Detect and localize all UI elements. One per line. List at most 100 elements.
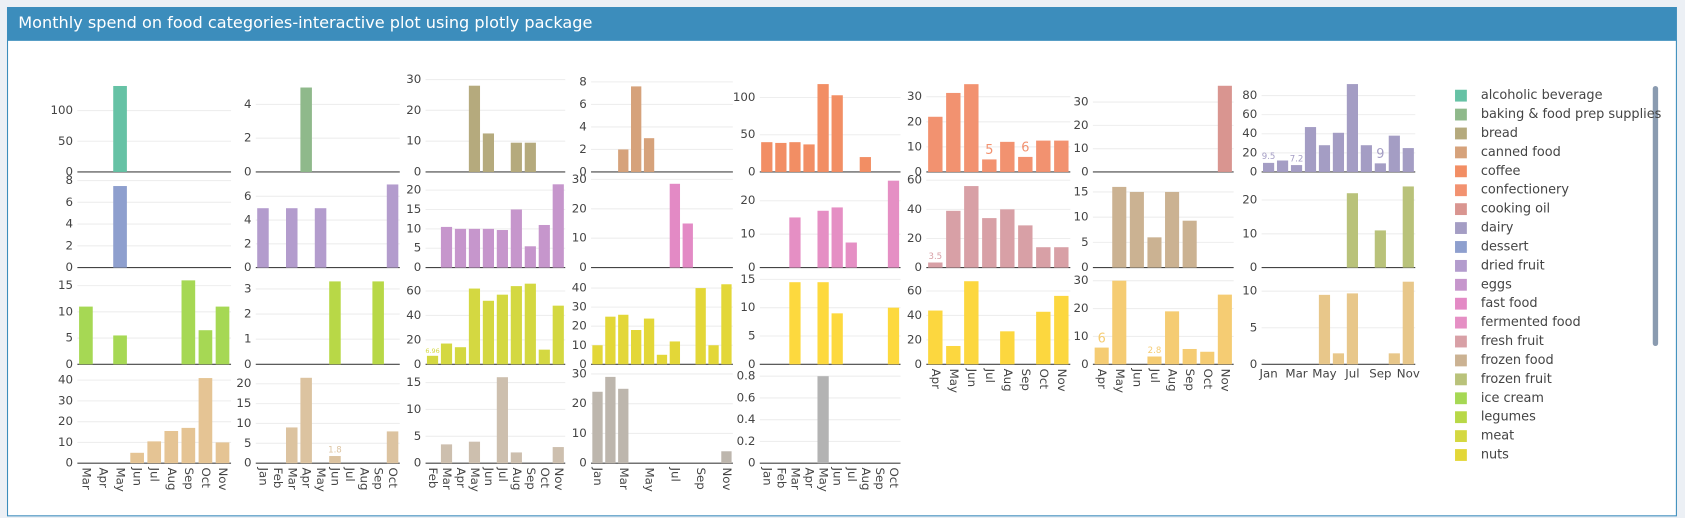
bar <box>510 286 522 365</box>
bar <box>721 284 732 365</box>
bar <box>552 447 564 464</box>
bar <box>1346 84 1358 172</box>
x-tick-label: Aug <box>165 467 179 490</box>
bar <box>440 226 453 268</box>
legend-swatch[interactable] <box>1455 108 1467 121</box>
legend-swatch[interactable] <box>1455 449 1467 461</box>
bar <box>1094 347 1109 365</box>
legend-swatch[interactable] <box>1455 278 1467 291</box>
y-tick-label: 20 <box>406 183 421 197</box>
y-tick-label: 10 <box>1074 210 1089 224</box>
y-tick-label: 50 <box>740 127 755 141</box>
legend-swatch[interactable] <box>1455 241 1467 253</box>
bar <box>1036 140 1051 172</box>
legend-swatch[interactable] <box>1455 89 1467 102</box>
x-tick-label: Oct <box>199 467 213 488</box>
x-tick-label: Jun <box>965 368 979 387</box>
x-tick-label: Jul <box>1344 366 1359 380</box>
value-label: 6.96 <box>425 347 439 355</box>
y-tick-label: 0 <box>66 164 74 178</box>
legend-scrollbar[interactable] <box>1652 85 1659 347</box>
value-label: 5 <box>985 143 993 158</box>
legend-swatch[interactable] <box>1455 259 1467 272</box>
y-tick-label: 10 <box>406 221 421 235</box>
bar <box>1165 311 1180 365</box>
y-tick-label: 20 <box>572 319 587 333</box>
y-tick-label: 10 <box>740 300 755 314</box>
legend-swatch[interactable] <box>1455 184 1467 197</box>
y-tick-label: 0.8 <box>737 369 756 383</box>
y-tick-label: 10 <box>1074 141 1089 155</box>
legend-swatch[interactable] <box>1455 222 1467 234</box>
legend-swatch[interactable] <box>1455 165 1467 178</box>
bar <box>817 376 829 464</box>
x-tick-label: Jul <box>668 466 682 481</box>
bar <box>695 288 706 365</box>
bar <box>1054 295 1069 365</box>
y-tick-label: 40 <box>406 308 421 322</box>
legend-swatch[interactable] <box>1455 373 1467 386</box>
bar <box>482 228 495 268</box>
legend-swatch[interactable] <box>1455 354 1467 367</box>
y-tick-label: 20 <box>740 193 755 207</box>
x-tick-label: Apr <box>300 467 314 488</box>
legend-swatch[interactable] <box>1455 392 1467 405</box>
x-tick-label: Nov <box>552 467 566 490</box>
y-tick-label: 0 <box>579 164 587 178</box>
y-tick-label: 0 <box>414 164 422 178</box>
y-tick-label: 6 <box>579 97 587 111</box>
y-tick-label: 20 <box>406 103 421 117</box>
legend-swatch[interactable] <box>1455 127 1467 140</box>
legend-swatch[interactable] <box>1455 146 1467 159</box>
bar <box>946 210 961 268</box>
bar <box>982 218 997 268</box>
x-tick-label: Oct <box>538 467 552 488</box>
legend-swatch[interactable] <box>1455 316 1467 329</box>
bar <box>198 378 213 464</box>
x-tick-label: Jan <box>760 466 774 485</box>
legend-swatch[interactable] <box>1455 203 1467 216</box>
x-tick-label: Aug <box>859 467 873 490</box>
bar <box>1182 348 1197 365</box>
bar <box>510 452 522 464</box>
bar <box>592 391 603 464</box>
y-tick-label: 6 <box>244 189 252 203</box>
bar <box>1200 351 1215 365</box>
bar <box>329 281 341 365</box>
bar <box>1346 293 1358 365</box>
y-tick-label: 0 <box>748 164 756 178</box>
x-tick-label: Feb <box>774 467 788 488</box>
bar <box>1276 160 1289 172</box>
y-tick-label: 0.2 <box>737 434 756 448</box>
value-label: 2.8 <box>1148 346 1162 356</box>
bar <box>482 133 495 172</box>
legend-swatch[interactable] <box>1455 430 1467 443</box>
y-tick-label: 20 <box>58 414 73 428</box>
x-tick-label: Nov <box>720 467 734 490</box>
legend-label: nuts <box>1481 448 1509 463</box>
legend-swatch[interactable] <box>1455 335 1467 348</box>
y-tick-label: 10 <box>58 435 73 449</box>
y-tick-label: 0 <box>414 260 422 274</box>
bar <box>859 157 871 172</box>
bar <box>928 310 943 365</box>
y-tick-label: 30 <box>572 172 587 186</box>
bar <box>496 294 508 365</box>
bar <box>789 217 801 268</box>
x-tick-label: Jan <box>591 466 605 485</box>
legend-swatch[interactable] <box>1455 411 1467 424</box>
y-tick-label: 30 <box>1074 95 1089 109</box>
y-tick-label: 10 <box>1242 284 1257 298</box>
x-tick-label: Mar <box>285 467 299 489</box>
bar <box>817 84 829 172</box>
x-tick-label: Mar <box>617 467 631 489</box>
y-tick-label: 5 <box>1250 320 1258 334</box>
legend-swatch[interactable] <box>1455 297 1467 310</box>
x-tick-label: Aug <box>510 467 524 490</box>
x-tick-label: May <box>947 369 961 393</box>
legend-label: frozen fruit <box>1481 372 1552 387</box>
y-tick-label: 0 <box>915 260 923 274</box>
y-tick-label: 10 <box>572 231 587 245</box>
x-tick-label: Oct <box>1037 369 1051 390</box>
y-tick-label: 0 <box>414 456 422 470</box>
